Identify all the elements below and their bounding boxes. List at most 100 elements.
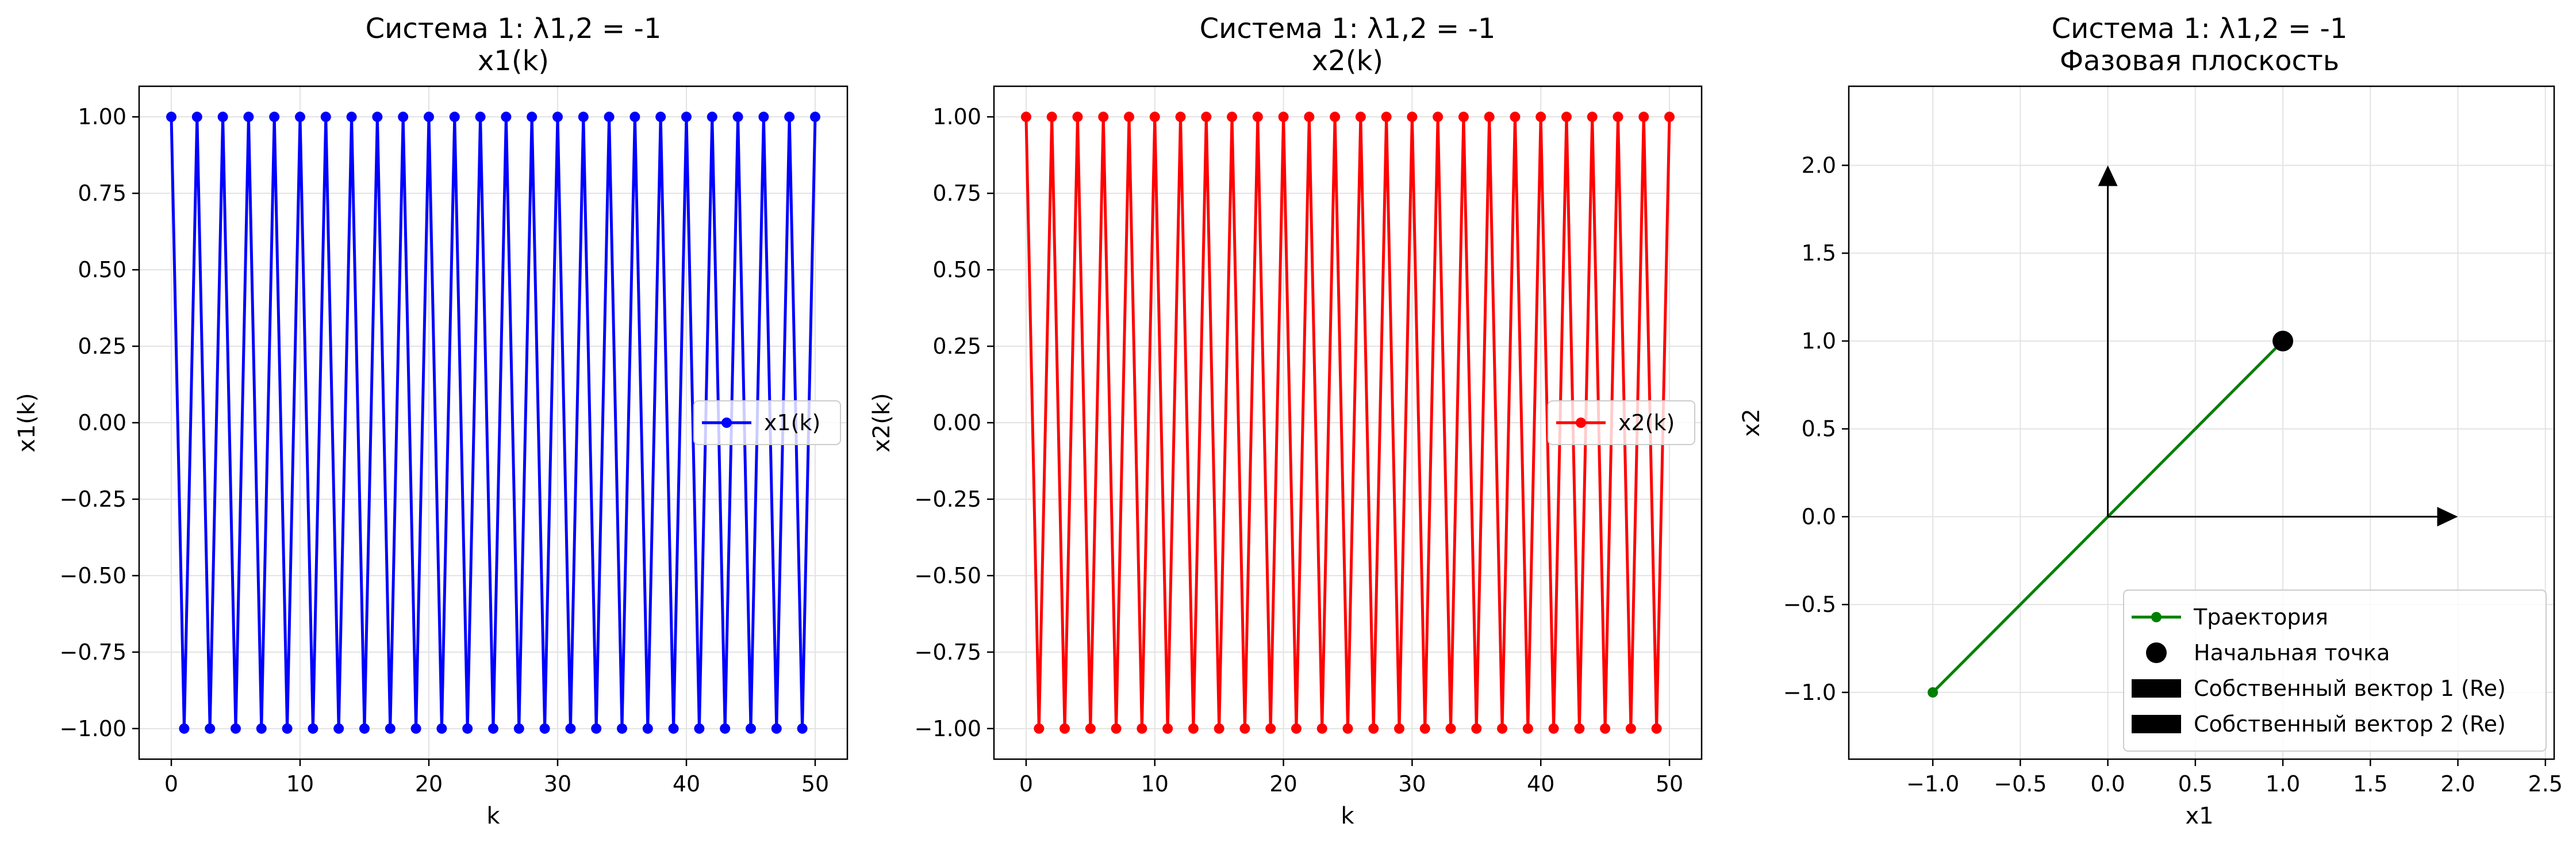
data-point <box>295 112 305 123</box>
y-tick-label: −1.00 <box>915 716 981 741</box>
data-point <box>501 112 512 123</box>
data-point <box>475 112 486 123</box>
data-point <box>1034 723 1045 734</box>
data-point <box>1046 112 1057 123</box>
x-tick-label: 10 <box>286 771 314 797</box>
data-point <box>217 112 228 123</box>
data-point <box>591 723 602 734</box>
x-tick-label: 30 <box>1398 771 1426 797</box>
data-point <box>320 112 331 123</box>
panel-3-xlabel: x1 <box>2185 803 2213 829</box>
data-point <box>359 723 370 734</box>
y-tick-label: −0.50 <box>60 563 126 588</box>
x-tick-label: 30 <box>544 771 571 797</box>
data-point <box>578 112 589 123</box>
y-tick-label: −0.5 <box>1783 592 1836 617</box>
data-point <box>1330 112 1341 123</box>
legend-box <box>693 400 841 445</box>
initial-point <box>2272 330 2294 351</box>
data-point <box>462 723 473 734</box>
panel-3-title: Система 1: λ1,2 = -1 <box>2052 13 2348 45</box>
y-tick-label: 0.75 <box>78 181 126 206</box>
y-tick-label: 0.5 <box>1802 416 1836 442</box>
data-point <box>346 112 357 123</box>
legend-marker <box>1576 418 1586 428</box>
legend-marker <box>721 418 732 428</box>
data-point <box>269 112 280 123</box>
data-point <box>1162 723 1173 734</box>
data-point <box>231 723 241 734</box>
y-tick-label: −0.75 <box>60 640 126 665</box>
data-point <box>1561 112 1572 123</box>
data-point <box>372 112 383 123</box>
data-point <box>243 112 254 123</box>
data-point <box>1407 112 1418 123</box>
data-point <box>1368 723 1379 734</box>
panel-1-ylabel: x1(k) <box>14 393 40 453</box>
panel-3-plot: −1.0 −0.5 0.0 0.5 1.0 1.5 2.0 2.5 −1.0 −0.5 0.0 0.5… <box>1783 85 2563 797</box>
data-point <box>707 112 717 123</box>
data-point <box>1201 112 1212 123</box>
data-point <box>1278 112 1289 123</box>
data-point <box>1381 112 1392 123</box>
data-point <box>565 723 576 734</box>
panel-2-ylabel: x2(k) <box>869 393 895 453</box>
data-point <box>642 723 653 734</box>
data-point <box>604 112 615 123</box>
x-tick-label: 10 <box>1141 771 1169 797</box>
data-point <box>1175 112 1186 123</box>
panel-1-plot: 0 10 20 30 40 50 −1.00 −0.75 −0.50 −0.25 0.00 0.25 0… <box>60 85 849 797</box>
data-point <box>552 112 563 123</box>
data-point <box>1252 112 1263 123</box>
data-point <box>1548 723 1559 734</box>
y-tick-label: 1.5 <box>1802 240 1836 266</box>
y-tick-label: 0.25 <box>932 334 981 359</box>
data-point <box>1625 723 1636 734</box>
legend-marker <box>2146 642 2167 663</box>
panel-x1: Система 1: λ1,2 = -1 x1(k) 0 10 20 30 40 50 −1… <box>14 13 849 829</box>
data-point <box>681 112 692 123</box>
data-point <box>1497 723 1508 734</box>
data-point <box>1928 687 1938 698</box>
data-point <box>1613 112 1623 123</box>
data-point <box>1664 112 1675 123</box>
data-point <box>166 112 176 123</box>
data-point <box>282 723 293 734</box>
legend-label: Собственный вектор 1 (Re) <box>2194 676 2506 701</box>
x-tick-label: 0.0 <box>2090 771 2125 797</box>
data-point <box>1355 112 1366 123</box>
y-tick-label: 1.00 <box>78 104 126 129</box>
panel-1-subtitle: x1(k) <box>478 45 549 77</box>
data-point <box>1188 723 1199 734</box>
y-tick-label: −0.50 <box>915 563 981 588</box>
y-tick-label: −0.25 <box>915 487 981 512</box>
panel-1-xlabel: k <box>486 803 500 829</box>
x-tick-label: 0 <box>1019 771 1033 797</box>
data-point <box>539 723 550 734</box>
data-point <box>1394 723 1405 734</box>
data-point <box>1085 723 1096 734</box>
x-tick-label: 50 <box>1656 771 1683 797</box>
y-tick-label: 1.00 <box>932 104 981 129</box>
y-tick-label: 0.75 <box>932 181 981 206</box>
data-point <box>617 723 627 734</box>
data-point <box>449 112 460 123</box>
y-tick-label: −1.00 <box>60 716 126 741</box>
data-point <box>179 723 190 734</box>
panel-1-title: Система 1: λ1,2 = -1 <box>366 13 662 45</box>
data-point <box>398 112 409 123</box>
data-point <box>1535 112 1546 123</box>
y-tick-label: −0.75 <box>915 640 981 665</box>
y-tick-label: −0.25 <box>60 487 126 512</box>
data-point <box>1072 112 1083 123</box>
y-tick-label: 1.0 <box>1802 328 1836 354</box>
y-tick-label: −1.0 <box>1783 680 1836 705</box>
data-point <box>1419 723 1430 734</box>
data-point <box>1111 723 1122 734</box>
data-point <box>668 723 679 734</box>
data-point <box>629 112 640 123</box>
panel-x2: Система 1: λ1,2 = -1 x2(k) 0 10 20 30 40 50 −1… <box>869 13 1703 829</box>
x-tick-label: −1.0 <box>1906 771 1959 797</box>
data-point <box>1227 112 1238 123</box>
data-point <box>1433 112 1444 123</box>
